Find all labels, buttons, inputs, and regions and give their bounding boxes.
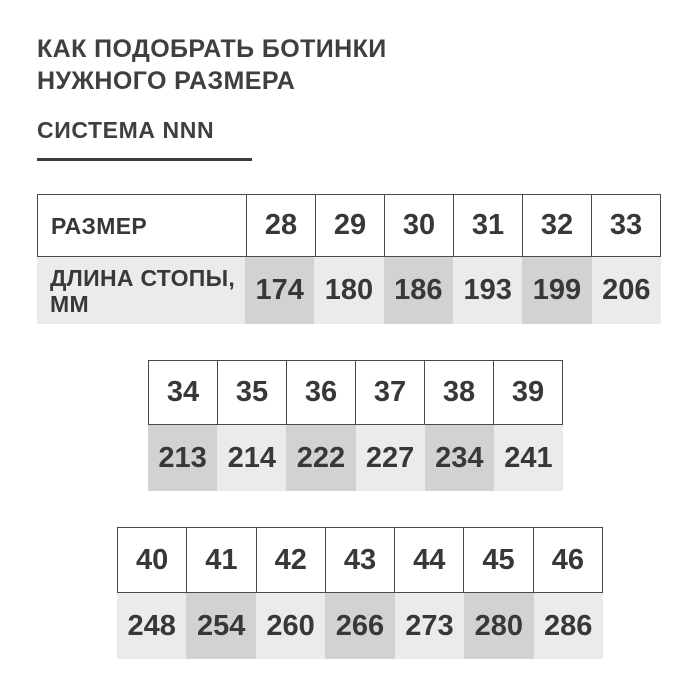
page-title: КАК ПОДОБРАТЬ БОТИНКИ НУЖНОГО РАЗМЕРА — [37, 33, 387, 97]
size-cell: 40 — [136, 543, 169, 576]
length-cell: 260 — [255, 593, 326, 659]
length-row: 248 254 260 266 273 280 286 — [117, 593, 603, 659]
size-header-row: 34 35 36 37 38 39 — [148, 360, 563, 425]
size-cell: 41 — [186, 528, 255, 592]
length-cell: 180 — [314, 257, 384, 324]
length-cell: 280 — [464, 593, 534, 659]
size-cell: 45 — [463, 528, 532, 592]
length-cell: 193 — [452, 257, 523, 324]
page-title-line1: КАК ПОДОБРАТЬ БОТИНКИ — [37, 35, 387, 63]
size-cell: 44 — [394, 528, 463, 592]
length-row: ДЛИНА СТОПЫ, ММ 174 180 186 193 199 206 — [37, 257, 661, 324]
size-table-28-33: РАЗМЕР 28 29 30 31 32 33 ДЛИНА СТОПЫ, ММ… — [37, 194, 661, 324]
size-cell: 31 — [453, 195, 522, 256]
length-cell: 234 — [424, 425, 494, 491]
length-cell: 266 — [325, 593, 395, 659]
length-cell: 286 — [533, 593, 603, 659]
length-cell: 248 — [117, 593, 187, 659]
length-row-label: ДЛИНА СТОПЫ, ММ — [37, 257, 245, 324]
size-cell: 28 — [246, 195, 315, 256]
size-cell: 38 — [424, 361, 493, 424]
size-cell: 43 — [324, 528, 394, 592]
size-header-row: РАЗМЕР 28 29 30 31 32 33 — [37, 194, 661, 257]
size-cell: 46 — [532, 528, 602, 592]
length-cell: 273 — [394, 593, 465, 659]
length-cell: 186 — [383, 257, 453, 324]
size-cell: 39 — [493, 361, 562, 424]
length-cell: 222 — [286, 425, 356, 491]
length-cell: 214 — [217, 425, 287, 491]
size-cell: 35 — [217, 361, 286, 424]
size-cell: 34 — [166, 376, 200, 408]
size-cell: 33 — [591, 195, 660, 256]
size-cell: 32 — [522, 195, 591, 256]
length-cell: 241 — [493, 425, 564, 491]
length-cell: 254 — [186, 593, 256, 659]
page-title-line2: НУЖНОГО РАЗМЕРА — [37, 67, 296, 95]
size-header-row: 40 41 42 43 44 45 46 — [117, 527, 603, 593]
subtitle-underline — [37, 158, 252, 161]
size-cell: 42 — [255, 528, 325, 592]
length-cell: 206 — [591, 257, 661, 324]
size-cell: 29 — [315, 195, 384, 256]
size-cell: 37 — [355, 361, 424, 424]
system-subtitle: СИСТЕМА NNN — [37, 117, 215, 143]
length-row: 213 214 222 227 234 241 — [148, 425, 564, 491]
size-cell: 36 — [286, 361, 355, 424]
size-table-34-39: 34 35 36 37 38 39 213 214 222 227 234 24… — [148, 360, 564, 491]
length-cell: 174 — [245, 257, 315, 324]
length-cell: 227 — [355, 425, 425, 491]
size-cell: 30 — [384, 195, 453, 256]
size-table-40-46: 40 41 42 43 44 45 46 248 254 260 266 273… — [117, 527, 603, 659]
length-cell: 199 — [522, 257, 592, 324]
length-cell: 213 — [148, 425, 218, 491]
size-row-label: РАЗМЕР — [51, 212, 147, 239]
